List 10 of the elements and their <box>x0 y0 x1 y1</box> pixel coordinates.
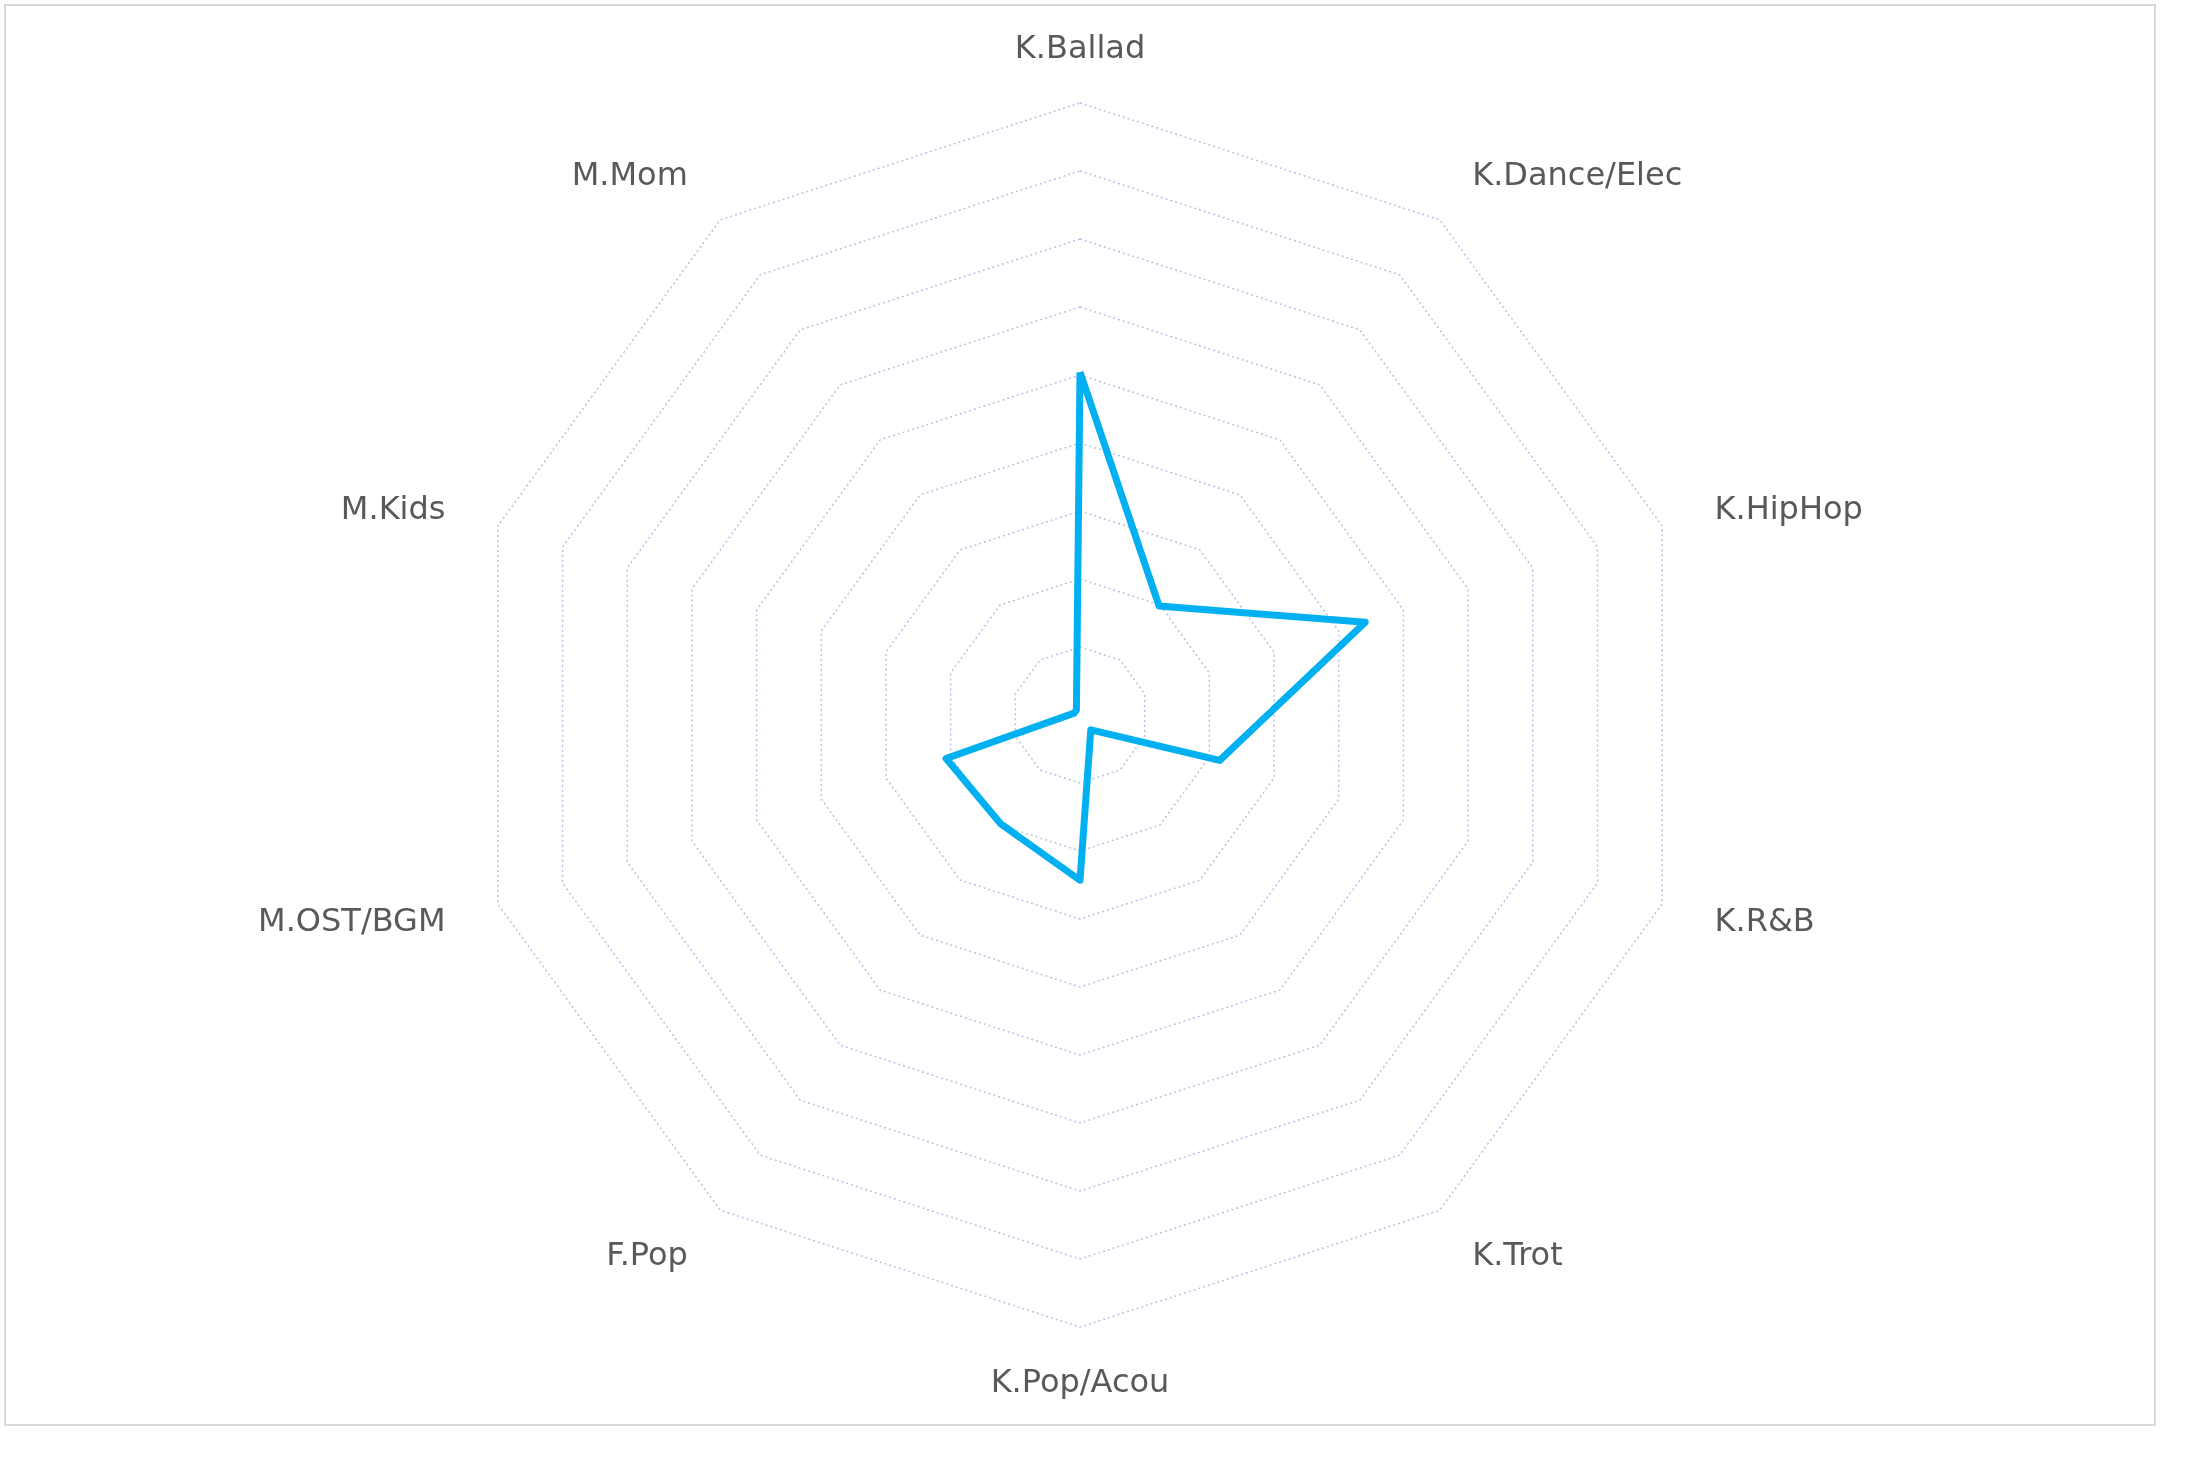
spoke-label: K.Ballad <box>1014 27 1146 66</box>
spoke-label: F.Pop <box>606 1234 688 1273</box>
spoke-label: K.Trot <box>1472 1234 1563 1273</box>
spoke-label: M.Kids <box>340 488 446 527</box>
spoke-label: K.Dance/Elec <box>1472 155 1683 194</box>
spoke-label: M.Mom <box>571 155 688 194</box>
spoke-label: M.OST/BGM <box>258 901 446 940</box>
spoke-label: K.HipHop <box>1714 488 1863 527</box>
spoke-label: K.R&B <box>1714 901 1815 940</box>
spoke-label: K.Pop/Acou <box>990 1362 1170 1401</box>
